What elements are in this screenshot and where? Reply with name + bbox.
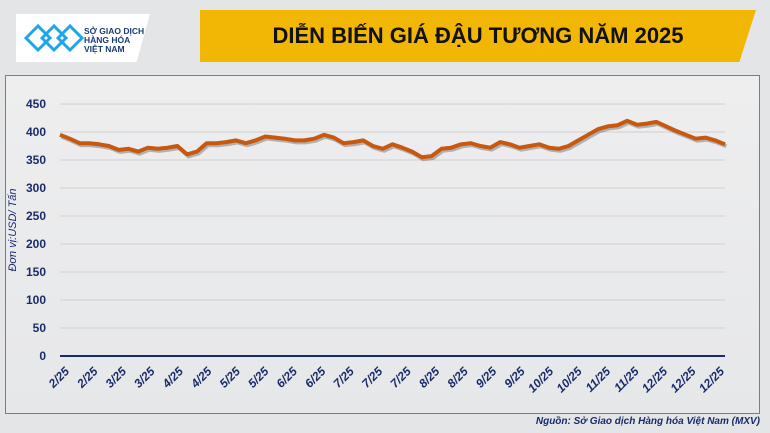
y-tick-label: 100 <box>26 293 46 307</box>
x-tick-label: 3/25 <box>103 364 130 391</box>
y-tick-label: 200 <box>26 237 46 251</box>
series-line-shadow <box>60 120 728 162</box>
logo-text: SỞ GIAO DỊCH HÀNG HÓA VIỆT NAM <box>84 27 144 54</box>
x-tick-label: 8/25 <box>416 364 443 391</box>
logo-mark-icon <box>23 23 85 53</box>
x-tick-label: 2/25 <box>45 364 72 391</box>
logo-line: HÀNG HÓA <box>84 35 131 45</box>
x-tick-label: 12/25 <box>696 364 727 395</box>
chart-title: DIỄN BIẾN GIÁ ĐẬU TƯƠNG NĂM 2025 <box>272 23 684 48</box>
x-tick-label: 4/25 <box>187 364 214 391</box>
x-tick-label: 10/25 <box>554 364 585 395</box>
x-tick-label: 9/25 <box>501 364 528 391</box>
series-line <box>59 118 726 160</box>
y-tick-label: 300 <box>26 181 46 195</box>
y-tick-label: 450 <box>26 97 46 111</box>
y-tick-label: 400 <box>26 125 46 139</box>
y-tick-label: 50 <box>33 321 47 335</box>
x-tick-label: 7/25 <box>387 364 414 391</box>
x-tick-label: 11/25 <box>611 364 642 395</box>
logo-line: VIỆT NAM <box>84 44 125 54</box>
x-tick-label: 12/25 <box>639 364 670 395</box>
x-tick-label: 12/25 <box>668 364 699 395</box>
y-tick-label: 0 <box>39 349 46 363</box>
x-tick-label: 5/25 <box>217 364 244 391</box>
y-axis-label: Đơn vị:USD/ Tấn <box>7 188 19 271</box>
x-tick-label: 3/25 <box>131 364 158 391</box>
y-tick-label: 150 <box>26 265 46 279</box>
x-tick-label: 7/25 <box>330 364 357 391</box>
x-tick-label: 10/25 <box>525 364 556 395</box>
x-tick-label: 4/25 <box>159 364 186 391</box>
x-tick-label: 11/25 <box>583 364 614 395</box>
x-tick-label: 8/25 <box>444 364 471 391</box>
x-tick-label: 6/25 <box>302 364 329 391</box>
mxv-logo <box>16 14 150 62</box>
x-tick-label: 9/25 <box>473 364 500 391</box>
source-note: Nguồn: Sở Giao dịch Hàng hóa Việt Nam (M… <box>535 416 760 427</box>
title-banner <box>200 10 756 62</box>
x-tick-label: 6/25 <box>274 364 301 391</box>
x-tick-label: 5/25 <box>245 364 272 391</box>
y-tick-label: 350 <box>26 153 46 167</box>
logo-line: SỞ GIAO DỊCH <box>84 26 145 36</box>
x-tick-label: 2/25 <box>73 364 100 391</box>
y-tick-label: 250 <box>26 209 46 223</box>
x-tick-label: 7/25 <box>359 364 386 391</box>
